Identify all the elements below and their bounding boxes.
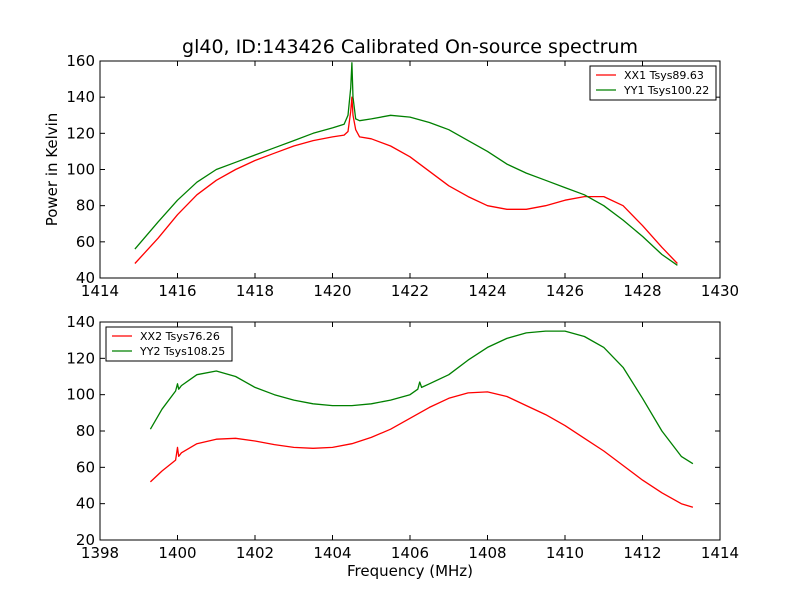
x-tick-label: 1420: [313, 282, 351, 300]
x-tick-label: 1426: [546, 282, 584, 300]
y-axis-label: Power in Kelvin: [43, 113, 61, 227]
x-tick-label: 1418: [236, 282, 274, 300]
top-panel: 1414 1416 1418 1420 1422 1424 1426 1428 1430 40 60…: [43, 52, 739, 300]
x-tick-label: 1408: [468, 544, 506, 562]
x-axis-label: Frequency (MHz): [347, 562, 473, 580]
y-tick-label: 120: [66, 349, 95, 367]
x-tick-label: 1406: [391, 544, 429, 562]
legend-box: [105, 326, 233, 362]
x-tick-label: 1410: [546, 544, 584, 562]
legend-entry: YY1 Tsys100.22: [623, 84, 709, 97]
legend-box: [589, 65, 717, 101]
x-tick-label: 1412: [623, 544, 661, 562]
y-tick-label: 120: [66, 124, 95, 142]
y-tick-label: 140: [66, 88, 95, 106]
series-line-1-1: [134, 96, 678, 264]
y-tick-label: 60: [76, 233, 95, 251]
legend-entry: YY2 Tsys108.25: [139, 345, 225, 358]
x-tick-label: 1402: [236, 544, 274, 562]
x-tick-label: 1422: [391, 282, 429, 300]
series-line-1-2: [134, 62, 678, 266]
x-tick-label: 1424: [468, 282, 506, 300]
y-tick-label: 20: [76, 531, 95, 549]
x-tick-label: 1428: [623, 282, 661, 300]
y-tick-label: 100: [66, 386, 95, 404]
chart-title: gl40, ID:143426 Calibrated On-source spe…: [182, 36, 638, 58]
y-tick-label: 100: [66, 161, 95, 179]
x-tick-label: 1400: [158, 544, 196, 562]
bottom-panel: 1398 1400 1402 1404 1406 1408 1410 1412 1414 20 40…: [66, 313, 739, 580]
x-tick-label: 1404: [313, 544, 351, 562]
y-tick-label: 40: [76, 495, 95, 513]
y-tick-label: 40: [76, 269, 95, 287]
y-tick-label: 140: [66, 313, 95, 331]
x-tick-label: 1430: [701, 282, 739, 300]
legend-entry: XX1 Tsys89.63: [624, 69, 704, 82]
x-tick-label: 1416: [158, 282, 196, 300]
y-tick-label: 60: [76, 458, 95, 476]
series-line-2-2: [149, 330, 694, 465]
legend-entry: XX2 Tsys76.26: [140, 330, 220, 343]
series-line-2-1: [149, 391, 694, 508]
y-tick-label: 80: [76, 422, 95, 440]
x-tick-label: 1414: [701, 544, 739, 562]
y-tick-label: 80: [76, 197, 95, 215]
x-tick-label: 1398: [81, 544, 119, 562]
x-tick-label: 1414: [81, 282, 119, 300]
y-tick-label: 160: [66, 52, 95, 70]
